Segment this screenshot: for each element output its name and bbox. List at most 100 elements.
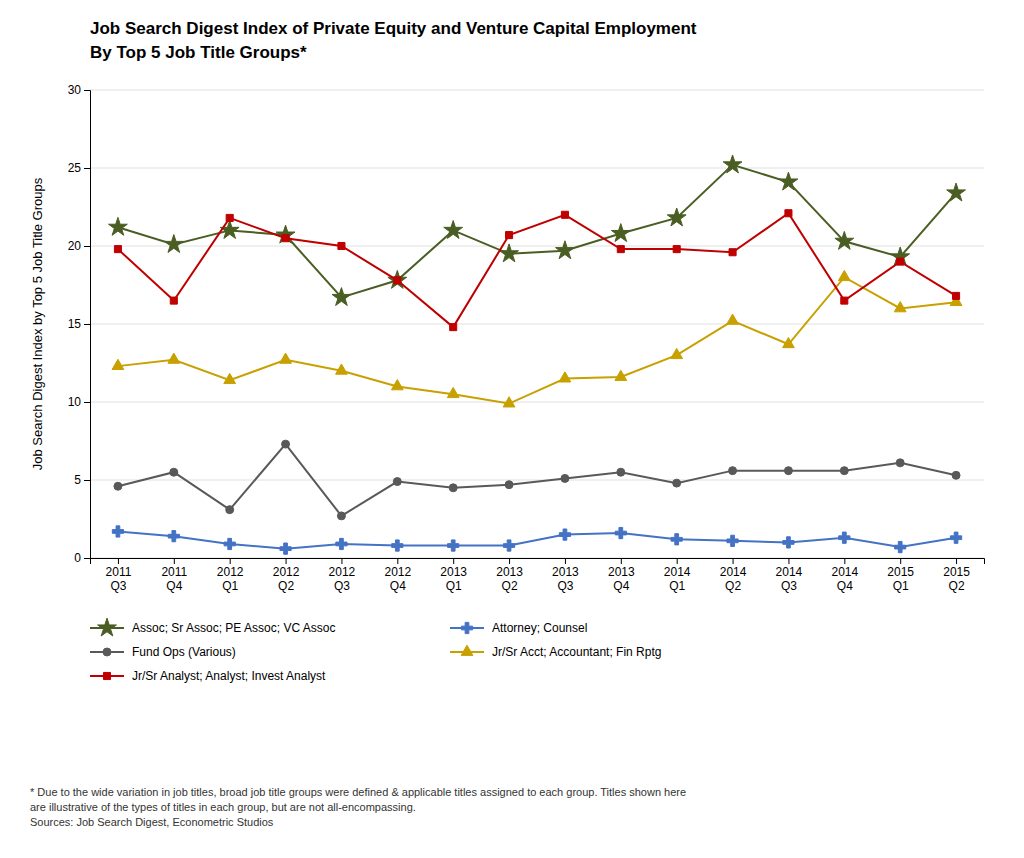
tick-label: 2013Q3 xyxy=(552,565,579,593)
tick-label: 20 xyxy=(68,239,82,253)
tick-mark xyxy=(621,558,622,564)
tick: 2012Q2 xyxy=(273,558,300,593)
point xyxy=(336,364,348,374)
point xyxy=(226,214,233,221)
point xyxy=(332,288,351,306)
legend-item: Assoc; Sr Assoc; PE Assoc; VC Assoc xyxy=(90,618,335,636)
series-line xyxy=(118,277,956,403)
point xyxy=(950,532,961,543)
point xyxy=(727,314,739,324)
point xyxy=(891,247,910,265)
tick: 2013Q3 xyxy=(552,558,579,593)
point xyxy=(671,534,682,545)
tick: 2015Q1 xyxy=(887,558,914,593)
point xyxy=(953,292,960,299)
tick-mark xyxy=(956,558,957,564)
tick-mark xyxy=(174,558,175,564)
series xyxy=(112,526,961,554)
grid-line xyxy=(90,402,984,403)
tick: 2012Q4 xyxy=(384,558,411,593)
point xyxy=(947,183,966,201)
point xyxy=(617,246,624,253)
point xyxy=(170,297,177,304)
tick-label: 2011Q4 xyxy=(161,565,187,593)
legend-label: Assoc; Sr Assoc; PE Assoc; VC Assoc xyxy=(132,621,335,635)
point xyxy=(280,353,292,363)
point xyxy=(276,225,295,243)
tick-label: 2012Q4 xyxy=(384,565,411,593)
point xyxy=(503,397,515,407)
point xyxy=(337,512,345,520)
tick: 30 xyxy=(68,83,90,97)
point xyxy=(393,478,401,486)
point xyxy=(784,467,792,475)
tick: 2014Q1 xyxy=(664,558,691,593)
grid-line xyxy=(90,324,984,325)
tick: 2013Q4 xyxy=(608,558,635,593)
plot-area: 0510152025302011Q32011Q42012Q12012Q22012… xyxy=(68,83,985,593)
point xyxy=(114,246,121,253)
tick-label: 2015Q1 xyxy=(887,565,914,593)
tick-mark xyxy=(733,558,734,564)
point xyxy=(615,527,626,538)
point xyxy=(114,482,122,490)
point xyxy=(673,479,681,487)
tick-mark xyxy=(341,558,342,564)
point xyxy=(282,235,289,242)
legend: Assoc; Sr Assoc; PE Assoc; VC Assoc Attor… xyxy=(90,618,661,683)
point xyxy=(729,249,736,256)
point xyxy=(561,474,569,482)
point xyxy=(611,224,630,242)
legend-item: Jr/Sr Analyst; Analyst; Invest Analyst xyxy=(90,669,326,683)
tick-label: 2011Q3 xyxy=(106,565,132,593)
point xyxy=(727,535,738,546)
legend-marker xyxy=(461,622,472,633)
tick: 2014Q4 xyxy=(831,558,858,593)
series-group xyxy=(109,155,966,554)
point xyxy=(450,324,457,331)
legend-marker xyxy=(103,672,110,679)
point xyxy=(168,531,179,542)
tick: 2012Q3 xyxy=(329,558,356,593)
grid-line xyxy=(90,90,984,91)
point xyxy=(506,232,513,239)
tick-mark xyxy=(84,480,90,481)
tick-label: 30 xyxy=(68,83,82,97)
x-axis: 2011Q3 2011Q4 2012Q1 2012Q2 2012Q3 2012Q4 2013… xyxy=(91,558,985,593)
point xyxy=(559,529,570,540)
tick-label: 2014Q3 xyxy=(776,565,803,593)
tick-mark xyxy=(900,558,901,564)
tick: 0 xyxy=(74,551,90,565)
axis-line xyxy=(91,559,985,565)
tick: 10 xyxy=(68,395,90,409)
point xyxy=(838,270,850,280)
tick-label: 2012Q3 xyxy=(329,565,356,593)
point xyxy=(841,297,848,304)
point xyxy=(505,481,513,489)
legend-item: Attorney; Counsel xyxy=(450,621,587,635)
point xyxy=(840,467,848,475)
point xyxy=(671,348,683,358)
tick: 2012Q1 xyxy=(217,558,244,593)
tick-label: 0 xyxy=(74,551,81,565)
point xyxy=(897,258,904,265)
chart: Job Search Digest Index of Private Equit… xyxy=(0,0,1024,858)
y-axis: 051015202530 xyxy=(68,83,91,565)
axis-line xyxy=(84,91,91,559)
tick-label: 2013Q1 xyxy=(440,565,467,593)
point xyxy=(112,526,123,537)
tick-mark xyxy=(84,324,90,325)
point xyxy=(952,471,960,479)
legend-marker xyxy=(103,648,111,656)
point xyxy=(835,231,854,249)
tick-mark xyxy=(230,558,231,564)
tick-label: 5 xyxy=(74,473,81,487)
series-line xyxy=(118,444,956,516)
point xyxy=(394,277,401,284)
point xyxy=(338,242,345,249)
tick-mark xyxy=(118,558,119,564)
point xyxy=(449,484,457,492)
point xyxy=(391,380,403,390)
point xyxy=(392,540,403,551)
title: Job Search Digest Index of Private Equit… xyxy=(90,19,697,38)
